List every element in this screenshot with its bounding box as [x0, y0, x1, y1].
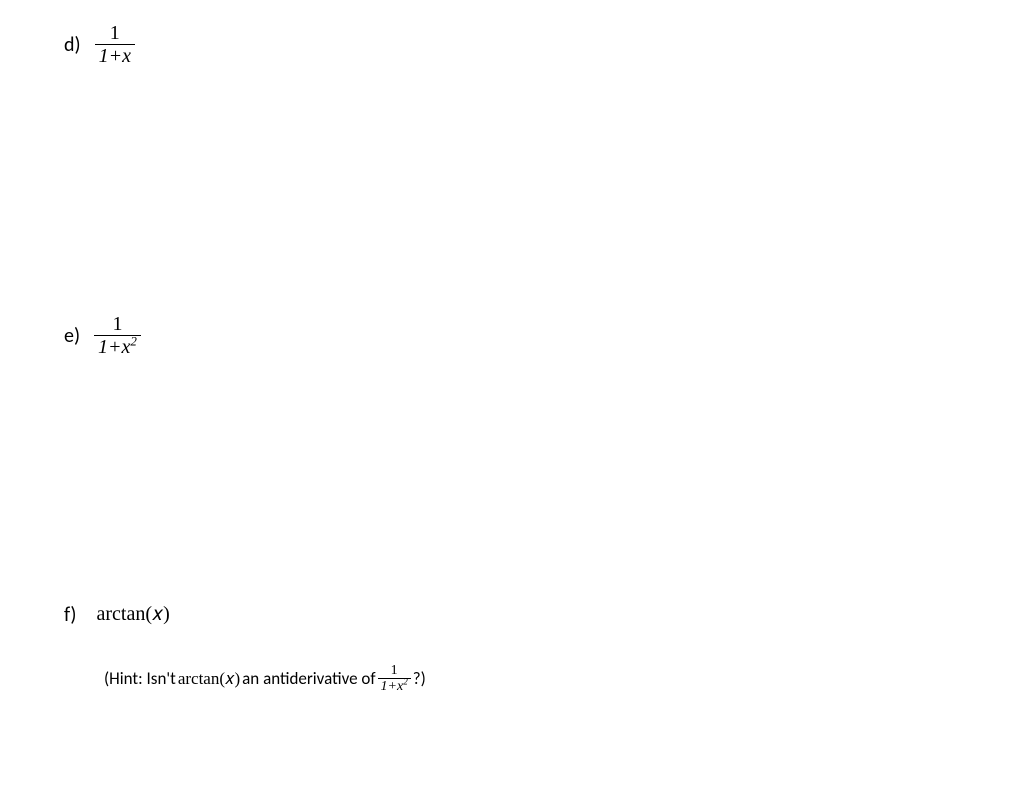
- fraction-numerator: 1: [106, 22, 124, 44]
- hint-text-prefix: (Hint: Isn't: [104, 668, 176, 689]
- fraction-numerator: 1: [108, 313, 126, 335]
- problem-e-fraction: 1 1+x2: [94, 313, 141, 358]
- problem-f-expression: arctan(𝑥): [96, 603, 169, 626]
- problem-e-label: e): [64, 326, 80, 346]
- problem-f: f) arctan(𝑥): [64, 603, 170, 626]
- problem-e: e) 1 1+x2: [64, 313, 141, 358]
- fraction-denominator: 1+x: [95, 44, 135, 67]
- page: d) 1 1+x e) 1 1+x2 f) arctan(𝑥) (Hint: I…: [0, 0, 1024, 785]
- hint-text-mid: an antiderivative of: [242, 668, 375, 689]
- fraction-denominator: 1+x2: [94, 335, 141, 358]
- fraction-numerator: 1: [388, 663, 401, 678]
- problem-d: d) 1 1+x: [64, 22, 135, 67]
- hint-fraction: 1 1+x2: [378, 663, 411, 695]
- problem-d-label: d): [64, 35, 81, 55]
- problem-f-label: f): [64, 605, 76, 625]
- problem-d-fraction: 1 1+x: [95, 22, 135, 67]
- hint-arctan: arctan(𝑥): [178, 669, 240, 689]
- fraction-denominator: 1+x2: [378, 678, 411, 694]
- problem-f-hint: (Hint: Isn't arctan(𝑥) an antiderivative…: [104, 663, 426, 695]
- hint-text-suffix: ?): [413, 668, 426, 689]
